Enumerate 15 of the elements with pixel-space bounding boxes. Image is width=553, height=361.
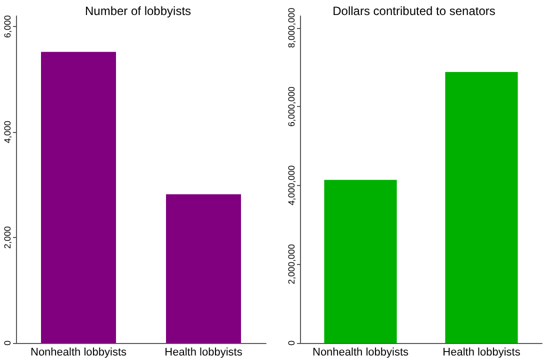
y-tick-label: 2,000: [2, 226, 12, 249]
y-tick-label: 8,000,000: [286, 8, 296, 48]
y-tick-label: 0: [2, 340, 12, 346]
y-tick-label: 4,000,000: [286, 165, 296, 206]
x-tick-label: Health lobbyists: [164, 346, 243, 358]
chart-title: Number of lobbyists: [84, 4, 192, 18]
y-tick-label: 2,000,000: [286, 244, 296, 284]
y-tick-label: 0: [286, 340, 296, 346]
x-tick-label: Health lobbyists: [442, 346, 521, 358]
y-tick-label: 6,000,000: [286, 86, 296, 127]
y-tick-label: 4,000: [2, 120, 12, 144]
x-tick-label: Nonhealth lobbyists: [312, 346, 409, 358]
y-tick-label: 6,000: [2, 15, 12, 38]
chart-title: Dollars contributed to senators: [332, 4, 496, 18]
x-tick-label: Nonhealth lobbyists: [30, 346, 127, 358]
